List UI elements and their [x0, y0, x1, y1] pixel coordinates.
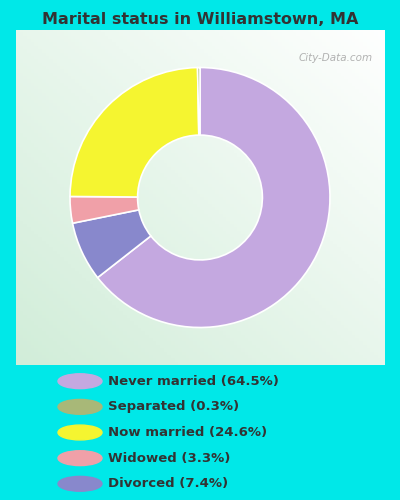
Wedge shape	[98, 68, 330, 328]
Text: City-Data.com: City-Data.com	[299, 54, 373, 64]
Circle shape	[58, 374, 102, 388]
Wedge shape	[70, 68, 199, 197]
Wedge shape	[198, 68, 200, 135]
Text: Divorced (7.4%): Divorced (7.4%)	[108, 478, 228, 490]
Text: Marital status in Williamstown, MA: Marital status in Williamstown, MA	[42, 12, 358, 28]
Circle shape	[58, 425, 102, 440]
Circle shape	[58, 476, 102, 491]
Wedge shape	[72, 210, 151, 278]
Text: Now married (24.6%): Now married (24.6%)	[108, 426, 267, 439]
Wedge shape	[70, 196, 139, 223]
Circle shape	[58, 400, 102, 414]
Text: Never married (64.5%): Never married (64.5%)	[108, 374, 279, 388]
Text: Separated (0.3%): Separated (0.3%)	[108, 400, 239, 413]
Text: Widowed (3.3%): Widowed (3.3%)	[108, 452, 230, 464]
Circle shape	[58, 450, 102, 466]
